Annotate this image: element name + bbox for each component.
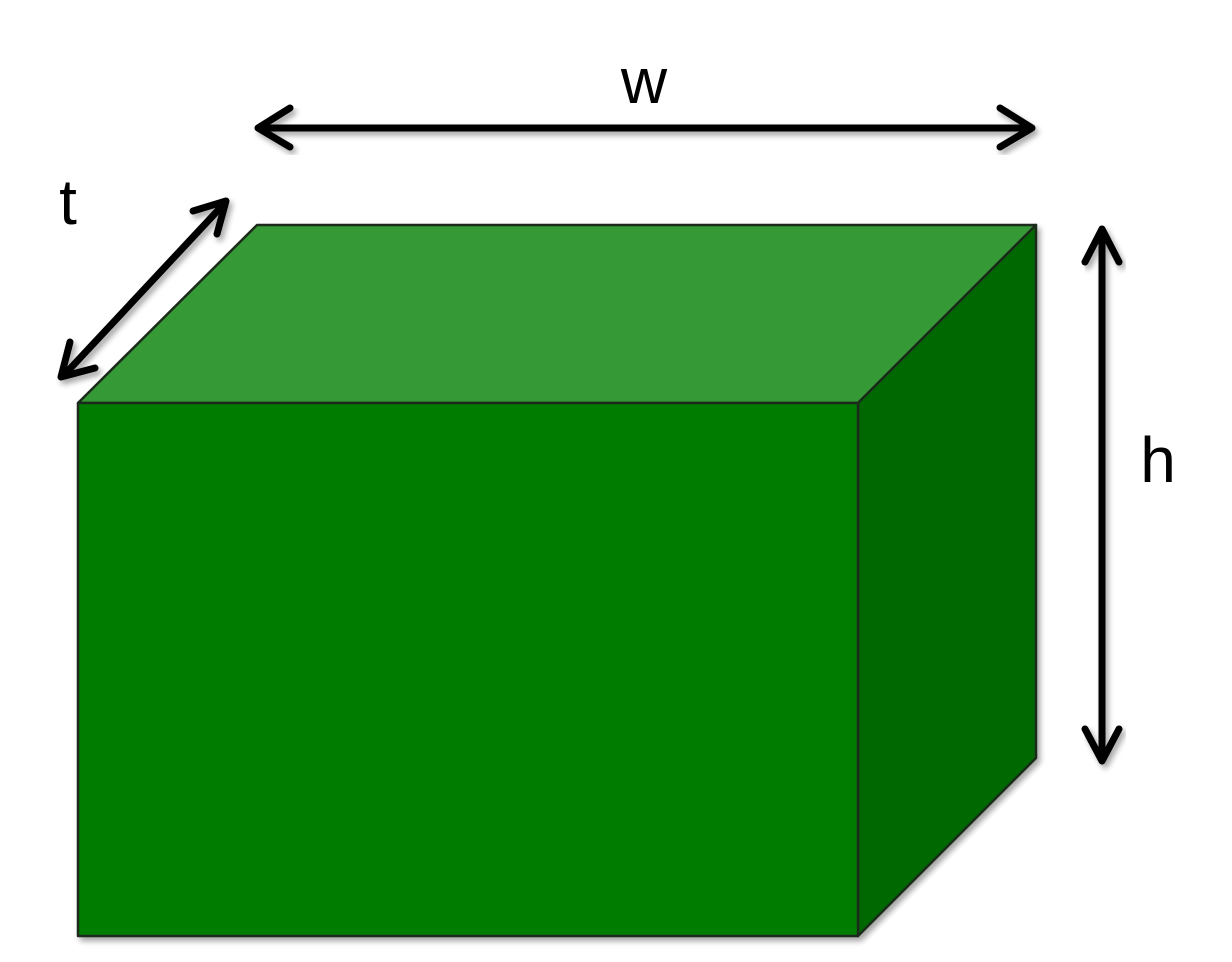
height-arrow [1081,225,1123,765]
height-label: h [1140,424,1176,496]
thickness-arrow [57,197,230,381]
width-arrow [254,104,1036,151]
front-face [76,401,860,938]
box [76,223,1038,938]
thickness-label: t [59,166,77,238]
width-label: w [620,45,668,117]
